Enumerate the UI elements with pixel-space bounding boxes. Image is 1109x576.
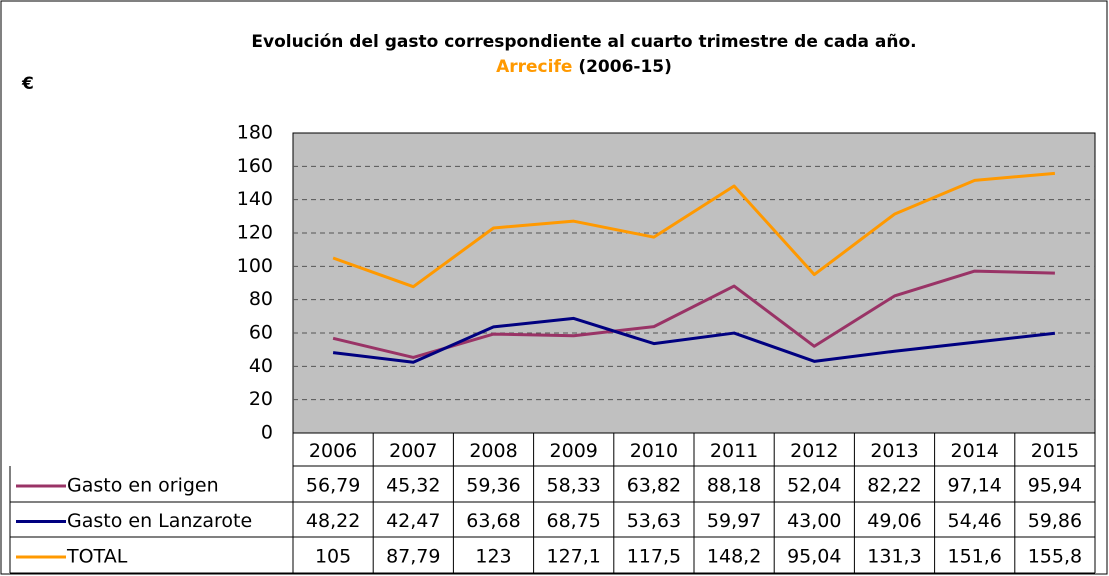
- chart-title: Evolución del gasto correspondiente al c…: [251, 32, 916, 52]
- subtitle-period: (2006-15): [578, 57, 672, 77]
- chart-subtitle: Arrecife (2006-15): [496, 57, 672, 77]
- x-tick-label: 2013: [870, 440, 918, 462]
- y-tick-label: 20: [249, 388, 273, 410]
- x-tick-label: 2010: [630, 440, 678, 462]
- table-value: 56,79: [306, 475, 360, 497]
- subtitle-place: Arrecife: [496, 57, 572, 77]
- table-value: 59,97: [707, 510, 761, 532]
- table-value: 63,68: [466, 510, 520, 532]
- table-value: 131,3: [867, 546, 921, 568]
- table-value: 123: [475, 546, 511, 568]
- table-value: 97,14: [947, 475, 1001, 497]
- legend-label: Gasto en origen: [67, 475, 219, 497]
- table-value: 43,00: [787, 510, 841, 532]
- table-value: 59,36: [466, 475, 520, 497]
- table-value: 42,47: [386, 510, 440, 532]
- y-axis-label: €: [21, 74, 34, 94]
- table-value: 127,1: [546, 546, 600, 568]
- plot-area: [292, 132, 1096, 434]
- table-value: 58,33: [546, 475, 600, 497]
- table-value: 48,22: [306, 510, 360, 532]
- table-value: 52,04: [787, 475, 841, 497]
- table-value: 105: [315, 546, 351, 568]
- table-value: 59,86: [1028, 510, 1082, 532]
- y-tick-label: 160: [237, 155, 273, 177]
- table-value: 155,8: [1028, 546, 1082, 568]
- y-tick-label: 40: [249, 355, 273, 377]
- series-line: [332, 171, 1056, 289]
- legend-label: Gasto en Lanzarote: [67, 510, 252, 532]
- table-value: 95,04: [787, 546, 841, 568]
- table-value: 151,6: [947, 546, 1001, 568]
- x-tick-label: 2009: [550, 440, 598, 462]
- table-value: 45,32: [386, 475, 440, 497]
- y-tick-label: 80: [249, 288, 273, 310]
- x-tick-label: 2015: [1031, 440, 1079, 462]
- x-tick-label: 2008: [469, 440, 517, 462]
- table-value: 117,5: [627, 546, 681, 568]
- y-tick-label: 180: [237, 122, 273, 144]
- y-tick-label: 100: [237, 255, 273, 277]
- legend-label: TOTAL: [66, 546, 128, 568]
- y-tick-label: 140: [237, 188, 273, 210]
- table-value: 53,63: [627, 510, 681, 532]
- x-tick-label: 2007: [389, 440, 437, 462]
- x-tick-label: 2012: [790, 440, 838, 462]
- table-value: 49,06: [867, 510, 921, 532]
- y-tick-label: 60: [249, 322, 273, 344]
- table-value: 87,79: [386, 546, 440, 568]
- table-value: 82,22: [867, 475, 921, 497]
- table-value: 68,75: [546, 510, 600, 532]
- x-tick-label: 2014: [951, 440, 999, 462]
- table-value: 63,82: [627, 475, 681, 497]
- x-tick-label: 2006: [309, 440, 357, 462]
- table-value: 148,2: [707, 546, 761, 568]
- y-tick-label: 120: [237, 222, 273, 244]
- x-tick-label: 2011: [710, 440, 758, 462]
- table-value: 95,94: [1028, 475, 1082, 497]
- y-tick-label: 0: [261, 422, 273, 444]
- table-value: 54,46: [947, 510, 1001, 532]
- table-value: 88,18: [707, 475, 761, 497]
- series-line: [332, 316, 1056, 364]
